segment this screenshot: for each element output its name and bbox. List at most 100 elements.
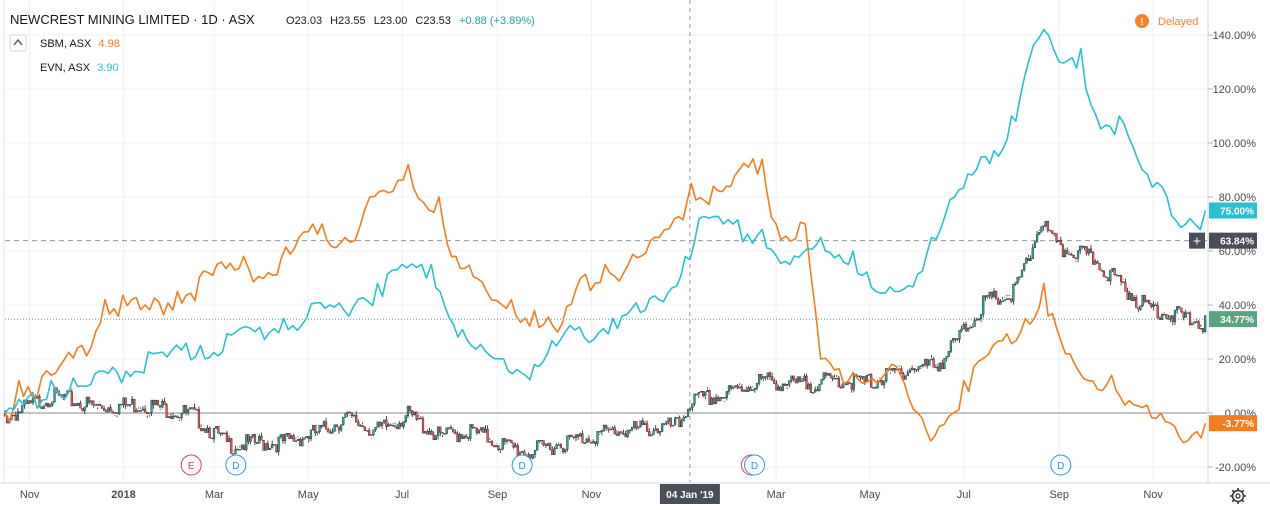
candle-body [247,434,250,442]
candle-body [848,382,851,384]
reference-lines [5,0,1207,482]
candle-body [1126,291,1129,300]
candle-body [471,424,474,428]
candle-body [189,407,192,410]
candle-body [27,400,30,404]
candle-body [617,431,621,436]
candle-body [333,424,336,432]
add-alert-plus-button[interactable]: + [1189,232,1205,249]
candle-body [589,441,593,444]
candle-body [227,438,231,442]
candle-body [184,405,188,413]
candle-body [94,404,97,406]
candle-body [1035,234,1039,243]
gear-icon[interactable] [1230,488,1246,504]
earnings-marker[interactable]: E [180,454,202,476]
candle-body [650,434,653,437]
x-tick-label: Nov [20,489,40,501]
candle-body [906,372,909,377]
evn-last-label: 75.00% [1209,202,1257,219]
y-tick-label: -20.00% [1215,462,1256,474]
candle-body [495,445,498,448]
candle-body [1038,232,1041,235]
open-label: O [286,15,295,27]
candle-body [456,433,459,443]
low-label: L [374,15,380,27]
candle-body [734,385,737,387]
candle-body [742,390,746,392]
candle-body [760,373,763,379]
candle-body [202,428,205,432]
candle-body [805,375,808,390]
candle-body [141,408,144,411]
candle-body [72,403,76,407]
warning-icon [1135,14,1149,28]
candle-body [678,417,681,428]
dividend-marker[interactable]: D [511,454,533,476]
candle-body [432,434,435,441]
candle-body [100,405,104,409]
candle-body [732,386,735,389]
dividend-marker[interactable]: D [744,454,766,476]
candle-body [1051,230,1054,234]
legend-sbm[interactable]: SBM, ASX 4.98 [40,38,120,50]
candle-body [536,440,539,451]
candle-body [564,448,567,453]
candle-body [691,403,694,409]
dividend-marker[interactable]: D [1050,454,1072,476]
candle-body [945,356,948,359]
candle-body [956,338,959,340]
candle-body [585,438,588,444]
candle-body [663,423,666,425]
candle-body [699,391,703,393]
candle-body [251,434,254,437]
candle-body [180,412,183,418]
candle-body [962,324,965,330]
candle-body [1176,306,1179,311]
candle-body [721,397,724,399]
candle-body [712,398,715,405]
candle-body [628,429,631,431]
candle-body [561,447,565,453]
candle-body [374,426,377,431]
candle-body [1057,239,1060,242]
candle-body [792,375,795,380]
candle-body [14,415,17,421]
x-axis[interactable]: Nov 2018 Mar May Jul Sep Nov Mar May Jul Sep Nov [20,489,1164,501]
candle-body [577,434,580,437]
candle-body [930,358,933,361]
candle-body [521,451,524,454]
candle-body [598,431,601,433]
delayed-indicator[interactable]: ! Delayed [1135,14,1198,28]
events-layer[interactable]: EDDEDD [180,454,1072,476]
candle-body [428,430,431,435]
dividend-marker[interactable]: D [225,454,247,476]
legend-evn[interactable]: EVN, ASX 3.90 [40,62,119,74]
candle-body [788,380,791,385]
candle-body [402,421,405,427]
candle-body [473,427,476,429]
x-tick-label: Jul [395,489,409,501]
candle-body [1195,321,1198,323]
candle-body [982,295,985,315]
candle-body [204,428,207,433]
candle-body [480,427,483,430]
y-axis[interactable]: 140.00% 120.00% 100.00% 80.00% 60.00% 40.00% 2… [1208,30,1256,474]
candle-body [370,434,373,436]
candle-body [1188,312,1192,326]
candle-body [29,400,32,403]
candle-body [850,383,853,390]
candle-body [98,403,101,406]
candle-body [1025,257,1028,264]
candle-body [928,359,931,366]
candle-body [178,417,181,419]
candle-body [344,413,347,418]
candle-body [232,453,235,455]
candle-body [307,436,310,439]
candle-body [682,417,685,422]
candle-body [801,380,804,383]
candle-body [1173,309,1177,322]
legend-collapse-button[interactable] [9,34,27,52]
candle-body [199,428,203,432]
